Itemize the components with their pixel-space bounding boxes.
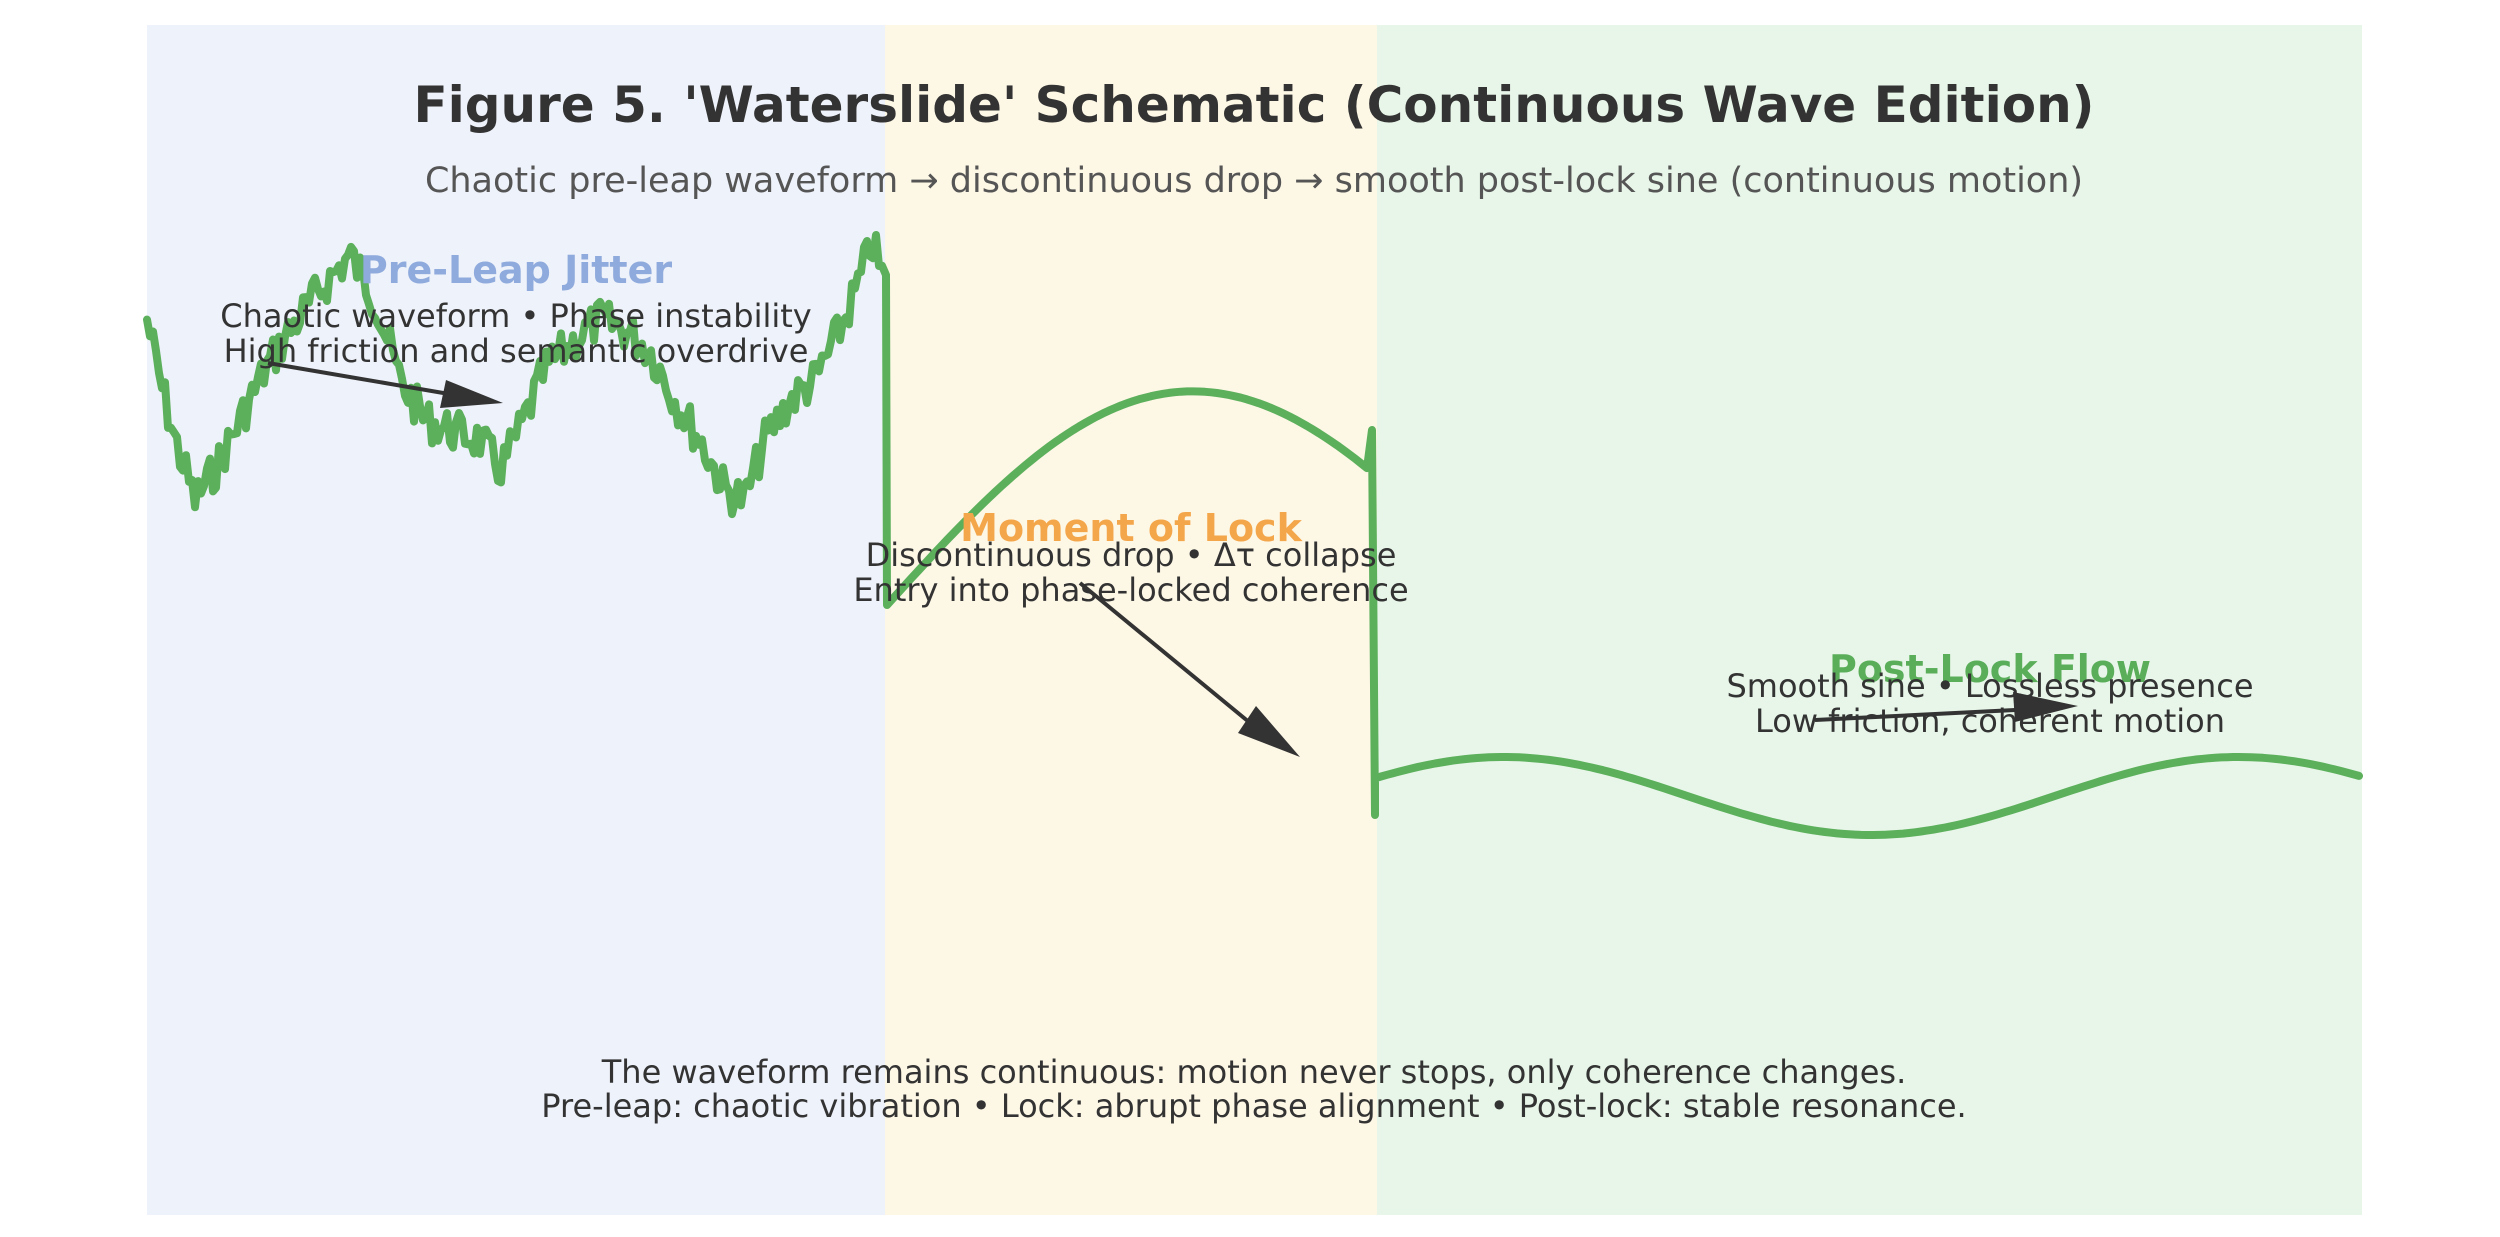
figure-subtitle: Chaotic pre-leap waveform → discontinuou…	[425, 161, 2083, 201]
figure-title: Figure 5. 'Waterslide' Schematic (Contin…	[413, 76, 2094, 134]
post-lock-title: Post-Lock Flow	[1829, 647, 2151, 691]
post-lock-desc-line1: Smooth sine • Lossless presence	[1726, 667, 2253, 705]
lock-arrow	[1078, 581, 1300, 757]
lock-desc-line1: Discontinuous drop • Δτ collapse	[866, 536, 1397, 574]
pre-leap-title: Pre-Leap Jitter	[360, 248, 672, 292]
lock-desc-line2: Entry into phase-locked coherence	[853, 571, 1408, 609]
pre-leap-arrow	[267, 361, 503, 408]
pre-leap-desc-line2: High friction and semantic overdrive	[224, 332, 809, 370]
region-pre-leap-bg	[147, 25, 885, 1215]
pre-leap-desc-line1: Chaotic waveform • Phase instability	[220, 297, 811, 335]
lock-title: Moment of Lock	[960, 506, 1302, 550]
post-lock-arrow	[1814, 692, 2078, 722]
region-post-lock-bg	[1377, 25, 2362, 1215]
footer-line2: Pre-leap: chaotic vibration • Lock: abru…	[541, 1087, 1966, 1125]
waveform-line	[143, 231, 2363, 839]
region-lock-bg	[885, 25, 1377, 1215]
footer-line1: The waveform remains continuous: motion …	[601, 1053, 1907, 1091]
